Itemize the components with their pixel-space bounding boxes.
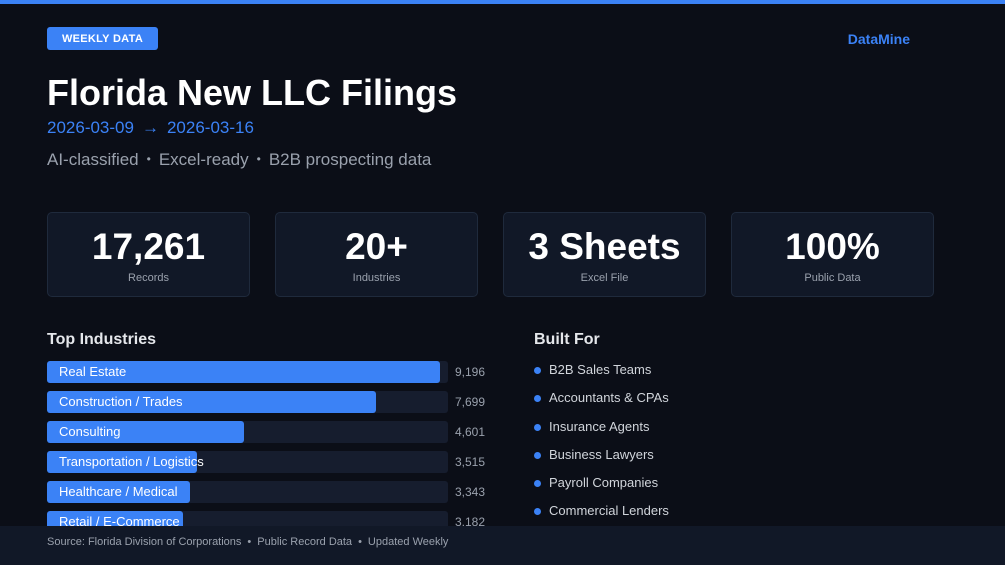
bar-fill xyxy=(47,391,376,413)
built-for-label: Accountants & CPAs xyxy=(549,390,669,406)
stat-card-public-data: 100% Public Data xyxy=(731,212,934,297)
industry-count: 3,182 xyxy=(455,515,486,526)
built-for-label: Insurance Agents xyxy=(549,418,650,434)
bar-track xyxy=(47,391,448,413)
industry-bar-row: Real Estate 9,196 xyxy=(47,361,507,383)
date-end: 2026-03-16 xyxy=(166,118,254,137)
weekly-data-badge: WEEKLY DATA xyxy=(47,27,158,50)
top-accent-bar xyxy=(0,0,1005,4)
industry-bar-row: Consulting 4,601 xyxy=(47,421,507,443)
built-for-heading: Built For xyxy=(534,331,600,348)
bar-fill xyxy=(47,511,183,526)
industry-name: Construction / Trades xyxy=(59,394,183,409)
stat-label: Records xyxy=(128,272,169,284)
built-for-item: Payroll Companies xyxy=(534,475,834,503)
bullet-dot-icon xyxy=(534,451,541,459)
industry-name: Real Estate xyxy=(59,364,127,379)
bullet-dot-icon xyxy=(534,508,541,516)
date-range: 2026-03-09 → 2026-03-16 xyxy=(47,118,254,138)
built-for-item: Accountants & CPAs xyxy=(534,390,834,418)
industry-bar-row: Construction / Trades 7,699 xyxy=(47,391,507,413)
footer-source: Source: Florida Division of Corporations xyxy=(47,536,242,548)
top-industries-bar-chart: Real Estate 9,196 Construction / Trades 7,6… xyxy=(47,361,507,526)
stat-card-excel-file: 3 Sheets Excel File xyxy=(503,212,706,297)
industry-bar-row: Transportation / Logistics 3,515 xyxy=(47,451,507,473)
bullet-dot-icon xyxy=(534,480,541,488)
industry-bar-row: Healthcare / Medical 3,343 xyxy=(47,481,507,503)
stat-value: 17,261 xyxy=(91,226,206,267)
bar-fill xyxy=(47,451,197,473)
bullet-separator-icon: • xyxy=(146,152,151,166)
bullet-separator-icon: • xyxy=(247,536,252,548)
bar-fill xyxy=(47,481,190,503)
industry-name: Healthcare / Medical xyxy=(59,484,178,499)
stat-value: 3 Sheets xyxy=(528,226,681,267)
footer-public-record: Public Record Data xyxy=(257,536,353,548)
bar-track xyxy=(47,481,448,503)
built-for-item: Insurance Agents xyxy=(534,419,834,447)
bullet-separator-icon: • xyxy=(256,152,261,166)
bar-track xyxy=(47,361,448,383)
industry-name: Retail / E-Commerce xyxy=(59,514,180,526)
top-industries-heading: Top Industries xyxy=(47,331,157,348)
industry-count: 7,699 xyxy=(455,395,486,409)
bar-track xyxy=(47,421,448,443)
stat-value: 100% xyxy=(785,226,880,267)
tagline: AI-classified • Excel-ready • B2B prospectin… xyxy=(47,150,431,170)
industry-bar-row: Retail / E-Commerce 3,182 xyxy=(47,511,507,526)
industry-name: Consulting xyxy=(59,424,121,439)
industry-count: 3,343 xyxy=(455,485,486,499)
built-for-item: Commercial Lenders xyxy=(534,503,834,531)
built-for-item: B2B Sales Teams xyxy=(534,362,834,390)
industry-count: 3,515 xyxy=(455,455,486,469)
industry-count: 9,196 xyxy=(455,365,486,379)
tag-item: B2B prospecting data xyxy=(268,150,432,169)
bar-track xyxy=(47,451,448,473)
stat-value: 20+ xyxy=(345,226,408,267)
built-for-label: Business Lawyers xyxy=(549,446,654,462)
date-start: 2026-03-09 xyxy=(47,118,134,137)
built-for-label: Payroll Companies xyxy=(549,475,659,491)
industry-count: 4,601 xyxy=(455,425,486,439)
bar-track xyxy=(47,511,448,526)
bar-fill xyxy=(47,421,244,443)
built-for-item: Business Lawyers xyxy=(534,447,834,475)
built-for-label: B2B Sales Teams xyxy=(549,362,652,377)
stat-label: Public Data xyxy=(804,272,861,284)
stat-label: Industries xyxy=(352,272,401,284)
bar-fill xyxy=(47,361,440,383)
arrow-right-icon: → xyxy=(141,118,159,137)
bullet-dot-icon xyxy=(534,395,541,403)
brand-logo: DataMine xyxy=(847,31,910,47)
bullet-dot-icon xyxy=(534,367,541,374)
footer-updated: Updated Weekly xyxy=(367,536,449,548)
bullet-dot-icon xyxy=(534,423,541,431)
stat-card-records: 17,261 Records xyxy=(47,212,250,297)
industry-name: Transportation / Logistics xyxy=(59,454,204,469)
bullet-separator-icon: • xyxy=(358,536,362,548)
tag-item: Excel-ready xyxy=(158,150,249,169)
stat-card-industries: 20+ Industries xyxy=(275,212,478,297)
built-for-label: Commercial Lenders xyxy=(549,503,669,519)
tag-item: AI-classified xyxy=(47,150,139,169)
page-title: Florida New LLC Filings xyxy=(47,72,458,113)
footer: Source: Florida Division of Corporations… xyxy=(0,526,1005,565)
stats-row: 17,261 Records 20+ Industries 3 Sheets E… xyxy=(47,212,935,298)
built-for-list: B2B Sales Teams Accountants & CPAs Insuran… xyxy=(534,362,834,532)
stat-label: Excel File xyxy=(580,272,629,284)
